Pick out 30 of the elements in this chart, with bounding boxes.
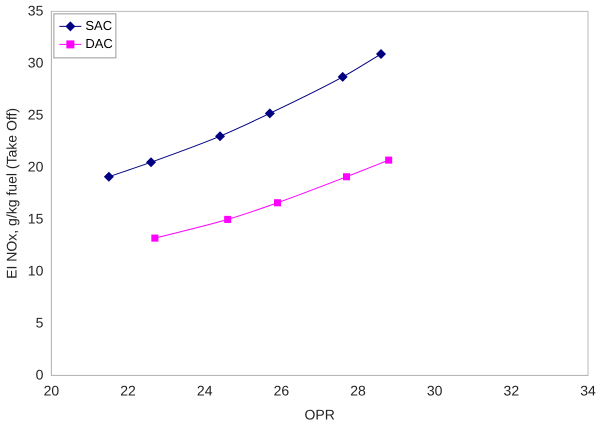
point (104, 172, 114, 182)
x-tick-label: 26 (274, 382, 290, 399)
y-axis-title: EI NOx, g/kg fuel (Take Off) (3, 108, 20, 279)
x-tick-label: 34 (580, 382, 596, 399)
y-tick-label: 0 (36, 366, 44, 382)
x-tick-label: 30 (426, 382, 443, 399)
point (151, 234, 158, 242)
legend-label: DAC (85, 36, 113, 51)
x-tick-label: 22 (120, 382, 136, 399)
y-tick-label: 25 (28, 106, 44, 122)
point (338, 72, 348, 82)
point (342, 173, 350, 180)
y-tick-label: 15 (28, 210, 44, 226)
y-tick-label: 35 (28, 2, 44, 18)
x-tick-label: 28 (350, 382, 366, 399)
x-tick-label: 24 (196, 382, 213, 399)
point (376, 49, 386, 60)
point (146, 157, 156, 168)
y-tick-label: 20 (28, 158, 44, 174)
x-tick-label: 32 (504, 382, 520, 399)
y-tick-label: 30 (28, 54, 44, 70)
y-tick-label: 10 (28, 262, 44, 278)
point (264, 108, 275, 118)
point (385, 156, 392, 164)
legend-label: SAC (85, 18, 112, 33)
x-axis-title: OPR (304, 406, 335, 422)
point (274, 199, 282, 206)
y-tick-label: 5 (36, 314, 44, 330)
point (215, 131, 226, 142)
point (224, 216, 232, 223)
